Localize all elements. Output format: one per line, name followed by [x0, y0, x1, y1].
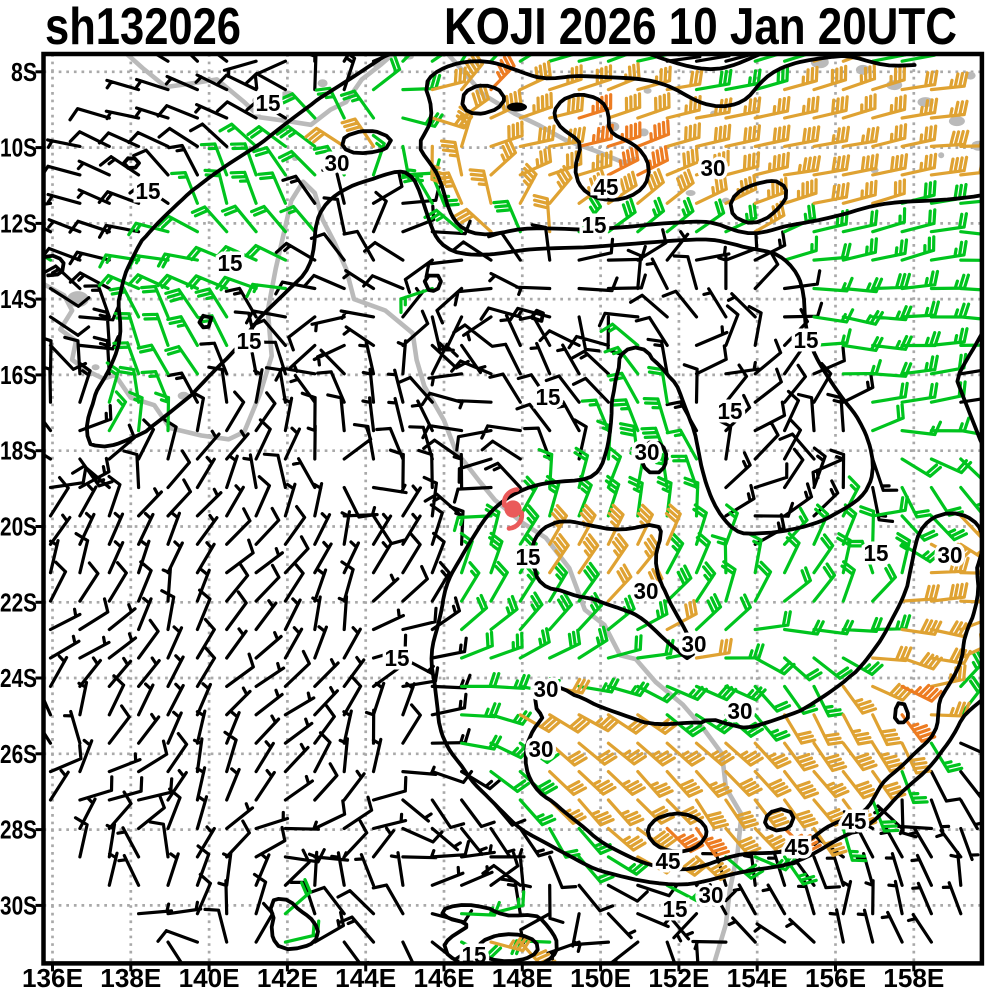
svg-text:sh132026: sh132026 — [45, 0, 241, 56]
svg-text:28S: 28S — [0, 815, 37, 845]
svg-text:14S: 14S — [0, 284, 37, 314]
svg-text:138E: 138E — [100, 963, 161, 989]
svg-text:150E: 150E — [570, 963, 631, 989]
svg-text:20S: 20S — [0, 512, 37, 542]
svg-text:15: 15 — [516, 544, 541, 570]
svg-text:158E: 158E — [883, 963, 944, 989]
svg-text:30: 30 — [634, 578, 659, 604]
svg-text:136E: 136E — [22, 963, 83, 989]
svg-text:15: 15 — [582, 212, 607, 238]
svg-text:22S: 22S — [0, 587, 37, 617]
svg-text:24S: 24S — [0, 663, 37, 693]
svg-text:30S: 30S — [0, 890, 37, 920]
svg-text:144E: 144E — [335, 963, 396, 989]
svg-text:KOJI 2026 10 Jan 20UTC: KOJI 2026 10 Jan 20UTC — [444, 0, 957, 56]
svg-text:15: 15 — [256, 90, 281, 116]
svg-text:15: 15 — [462, 942, 487, 968]
svg-text:30: 30 — [682, 631, 707, 657]
svg-text:15: 15 — [218, 250, 243, 276]
svg-text:15: 15 — [237, 328, 262, 354]
svg-text:45: 45 — [594, 174, 619, 200]
svg-text:30: 30 — [699, 882, 724, 908]
svg-text:45: 45 — [842, 808, 867, 834]
svg-text:15: 15 — [385, 645, 410, 671]
svg-text:15: 15 — [718, 398, 743, 424]
svg-text:12S: 12S — [0, 208, 37, 238]
svg-text:15: 15 — [864, 540, 889, 566]
svg-text:152E: 152E — [648, 963, 709, 989]
svg-text:30: 30 — [529, 736, 554, 762]
svg-text:30: 30 — [534, 676, 559, 702]
svg-text:15: 15 — [136, 178, 161, 204]
svg-text:15: 15 — [794, 327, 819, 353]
svg-text:10S: 10S — [0, 133, 37, 163]
svg-text:18S: 18S — [0, 436, 37, 466]
svg-text:30: 30 — [701, 155, 726, 181]
svg-text:30: 30 — [325, 150, 350, 176]
svg-text:15: 15 — [663, 896, 688, 922]
svg-text:45: 45 — [785, 834, 810, 860]
svg-text:142E: 142E — [257, 963, 318, 989]
svg-text:15: 15 — [536, 384, 561, 410]
svg-text:8S: 8S — [11, 57, 37, 87]
svg-text:148E: 148E — [492, 963, 553, 989]
svg-text:154E: 154E — [727, 963, 788, 989]
svg-text:45: 45 — [656, 848, 681, 874]
svg-text:146E: 146E — [414, 963, 475, 989]
svg-text:156E: 156E — [805, 963, 866, 989]
svg-text:30: 30 — [728, 698, 753, 724]
svg-text:26S: 26S — [0, 739, 37, 769]
svg-text:140E: 140E — [179, 963, 240, 989]
svg-text:16S: 16S — [0, 360, 37, 390]
svg-text:30: 30 — [635, 439, 660, 465]
svg-text:30: 30 — [938, 542, 963, 568]
